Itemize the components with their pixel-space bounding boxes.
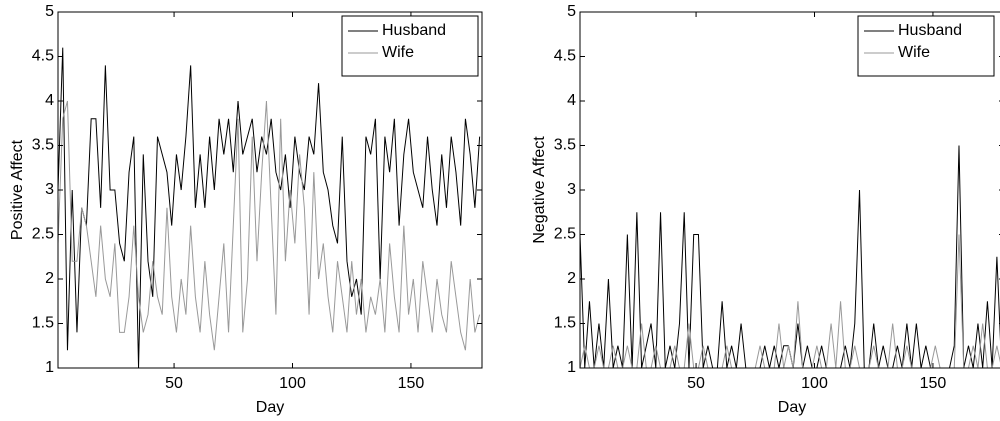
legend: Husband Wife [341,15,479,77]
y-tick-label: 4.5 [32,48,54,65]
series-line [58,100,481,351]
y-tick-label: 4 [567,92,576,109]
y-axis-label: Negative Affect [531,136,548,244]
legend-box [857,15,995,77]
x-axis-label: Day [256,399,284,416]
y-tick-label: 4 [45,92,54,109]
x-tick-label: 50 [687,375,705,392]
y-axis-label: Positive Affect [9,139,26,240]
plot-area [58,47,481,368]
y-tick-label: 1.5 [554,315,576,332]
y-tick-label: 3.5 [32,137,54,154]
legend-label: Wife [898,44,930,61]
x-axis-label: Day [778,399,806,416]
series-line [58,47,481,368]
y-tick-label: 1 [45,359,54,376]
y-tick-label: 4.5 [554,48,576,65]
y-tick-label: 1.5 [32,315,54,332]
series-line [580,234,1000,368]
y-tick-label: 5 [45,3,54,20]
y-tick-label: 2 [45,270,54,287]
y-tick-label: 3 [45,181,54,198]
subplot: 1 1.5 2 2.5 3 3.5 4 4.5 5 50 100 150 Day Positive Aff… [9,3,483,416]
legend-label: Husband [382,22,446,39]
y-tick-label: 3 [567,181,576,198]
x-tick-label: 150 [398,375,425,392]
legend-box [341,15,479,77]
y-tick-label: 1 [567,359,576,376]
x-tick-label: 50 [165,375,183,392]
x-tick-label: 100 [279,375,306,392]
y-tick-label: 5 [567,3,576,20]
x-tick-label: 150 [920,375,947,392]
subplot: 1 1.5 2 2.5 3 3.5 4 4.5 5 50 100 150 Day Negative Aff… [531,3,1000,416]
y-tick-label: 2.5 [32,226,54,243]
y-tick-label: 2 [567,270,576,287]
y-tick-label: 3.5 [554,137,576,154]
x-tick-label: 100 [801,375,828,392]
legend: Husband Wife [857,15,995,77]
plot-area [580,145,1000,368]
legend-label: Husband [898,22,962,39]
y-tick-label: 2.5 [554,226,576,243]
legend-label: Wife [382,44,414,61]
